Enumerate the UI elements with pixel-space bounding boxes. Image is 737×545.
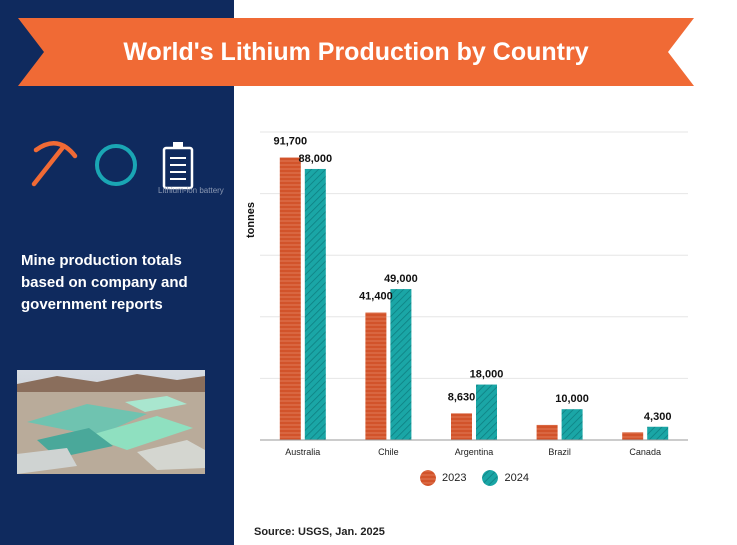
bars xyxy=(279,157,669,440)
value-labels: 91,700 88,000 41,400 49,000 8,630 18,000 10,00… xyxy=(273,136,671,423)
legend-label-2023: 2023 xyxy=(442,472,467,484)
x-tick-label-canada: Canada xyxy=(629,447,661,457)
battery-icon xyxy=(162,142,194,190)
value-label-2024-brazil: 10,000 xyxy=(555,393,589,405)
value-label-2023-argentina: 8,630 xyxy=(448,391,476,403)
bar-2024-argentina xyxy=(476,384,497,440)
icon-caption: Lithium-ion battery xyxy=(158,186,224,195)
lithium-mine-photo xyxy=(17,370,205,474)
x-tick-label-argentina: Argentina xyxy=(455,447,494,457)
x-axis: Australia Chile Argentina Brazil Canada xyxy=(260,439,688,457)
bar-2023-brazil xyxy=(536,424,558,440)
bar-2024-chile xyxy=(390,289,412,440)
x-tick-label-australia: Australia xyxy=(285,447,320,457)
value-label-2024-chile: 49,000 xyxy=(384,273,418,285)
icon-row xyxy=(28,138,208,198)
bar-2023-australia xyxy=(279,157,301,440)
value-label-2023-chile: 41,400 xyxy=(359,290,393,302)
x-tick-label-brazil: Brazil xyxy=(548,447,571,457)
legend: 2023 2024 xyxy=(420,467,545,489)
description: Mine production totals based on company … xyxy=(21,252,188,313)
x-tick-label-chile: Chile xyxy=(378,447,399,457)
bar-chart: 91,700 88,000 41,400 49,000 8,630 18,000 10,00… xyxy=(245,131,688,457)
legend-swatch-2023 xyxy=(420,470,436,486)
source-note: Source: USGS, Jan. 2025 xyxy=(254,526,385,538)
value-label-2024-australia: 88,000 xyxy=(298,153,332,165)
gridlines xyxy=(260,131,688,379)
bar-2024-australia xyxy=(304,168,326,440)
bar-2024-canada xyxy=(647,426,669,440)
circle-icon xyxy=(95,144,137,186)
value-label-2023-australia: 91,700 xyxy=(273,136,307,148)
bar-2023-argentina xyxy=(451,413,472,440)
bar-2023-canada xyxy=(622,432,644,440)
title-banner: World's Lithium Production by Country xyxy=(18,18,694,86)
value-label-2024-argentina: 18,000 xyxy=(470,369,504,381)
legend-swatch-2024 xyxy=(482,470,499,486)
legend-item-2023: 2023 xyxy=(420,470,466,486)
value-label-2024-canada: 4,300 xyxy=(644,411,672,423)
page-title: World's Lithium Production by Country xyxy=(123,38,589,66)
legend-item-2024: 2024 xyxy=(482,470,529,486)
banner-shape xyxy=(18,18,694,86)
pickaxe-icon xyxy=(31,141,78,187)
legend-label-2024: 2024 xyxy=(504,472,529,484)
bar-2024-brazil xyxy=(561,409,583,440)
bar-2023-chile xyxy=(365,312,387,440)
y-axis-label: tonnes xyxy=(245,202,257,238)
